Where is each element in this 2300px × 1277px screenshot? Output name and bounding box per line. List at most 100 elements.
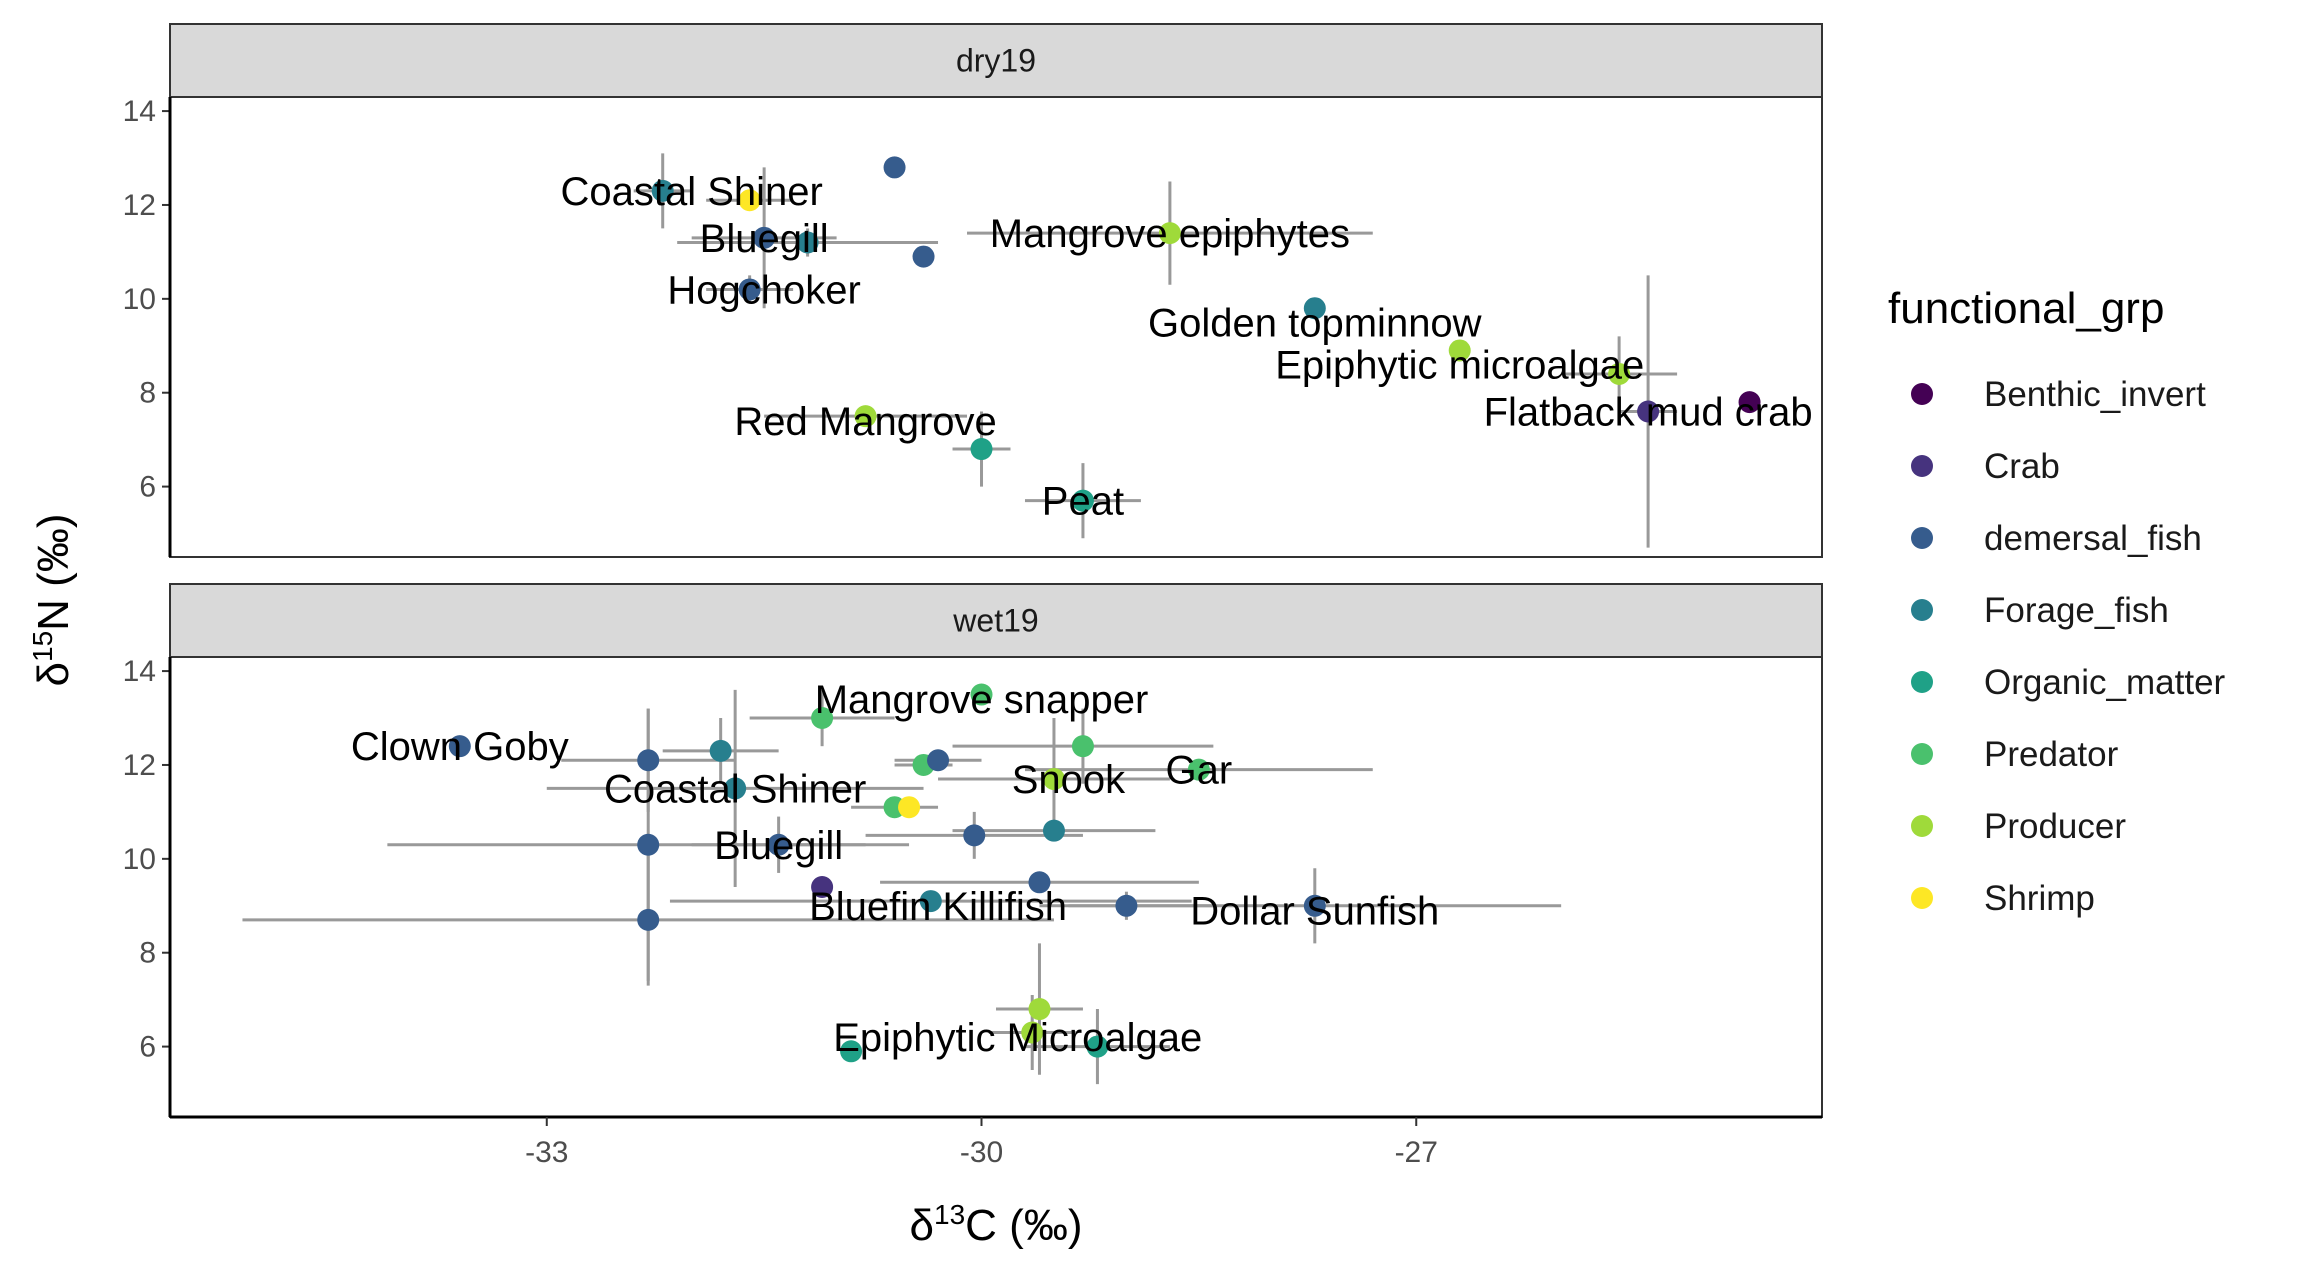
data-point <box>883 156 906 179</box>
legend-label: Shrimp <box>1984 879 2095 918</box>
data-point <box>840 1040 863 1063</box>
point-label: Snook <box>1012 758 1126 802</box>
data-point <box>854 405 877 428</box>
legend-marker <box>1911 455 1933 477</box>
strip-background <box>169 583 1823 658</box>
point-label: Gar <box>1166 749 1233 793</box>
y-tick-label: 14 <box>123 95 156 128</box>
data-point <box>1448 339 1471 362</box>
data-point <box>1071 735 1094 758</box>
point-label: Epiphytic Microalgae <box>833 1016 1202 1060</box>
data-point <box>738 189 761 212</box>
data-point <box>1608 362 1631 385</box>
data-point <box>1187 758 1210 781</box>
point-label: Red Mangrove <box>734 400 996 444</box>
point-label: Mangrove snapper <box>815 678 1149 722</box>
data-point <box>738 278 761 301</box>
y-tick-label: 12 <box>123 189 156 222</box>
legend-item: Producer <box>1911 807 2126 846</box>
data-point <box>1303 894 1326 917</box>
data-point <box>724 777 747 800</box>
x-tick-label: -30 <box>960 1136 1003 1169</box>
point-label: Golden topminnow <box>1148 301 1482 345</box>
legend-label: Forage_fish <box>1984 591 2169 630</box>
strip-label: wet19 <box>952 603 1038 639</box>
data-point <box>970 438 993 461</box>
legend-marker <box>1911 383 1933 405</box>
data-point <box>1042 768 1065 791</box>
legend-item: Forage_fish <box>1911 591 2169 630</box>
x-tick-label: -33 <box>525 1136 568 1169</box>
point-label: Mangrove epiphytes <box>990 212 1350 256</box>
data-point <box>1028 998 1051 1021</box>
legend-marker <box>1911 743 1933 765</box>
legend-marker <box>1911 527 1933 549</box>
legend-marker <box>1911 887 1933 909</box>
y-tick-label: 14 <box>123 655 156 688</box>
legend-label: Crab <box>1984 447 2060 486</box>
y-tick-label: 6 <box>139 1031 156 1064</box>
data-point <box>753 226 776 249</box>
panel-wet19: wet19 6 8 10 12 14 Clown Goby Mangrove snapper C… <box>123 583 1823 1118</box>
data-point <box>709 739 732 762</box>
legend-marker <box>1911 815 1933 837</box>
point-label: Dollar Sunfish <box>1190 889 1439 933</box>
data-point <box>1071 489 1094 512</box>
data-point <box>651 179 674 202</box>
point-label: Bluefin Killifish <box>809 885 1067 929</box>
legend-label: Producer <box>1984 807 2126 846</box>
legend-marker <box>1911 671 1933 693</box>
point-label: Bluegill <box>700 217 829 261</box>
legend-label: Organic_matter <box>1984 663 2226 702</box>
data-point <box>927 749 950 772</box>
strip-label: dry19 <box>956 43 1036 79</box>
data-point <box>1115 894 1138 917</box>
data-point <box>1021 1021 1044 1044</box>
point-label: Coastal Shiner <box>604 767 866 811</box>
x-axis-title: δ13C (‰) <box>910 1199 1083 1250</box>
legend-label: demersal_fish <box>1984 519 2202 558</box>
data-point <box>1086 1035 1109 1058</box>
legend-item: Benthic_invert <box>1911 375 2206 414</box>
data-point <box>898 796 921 819</box>
point-label: Bluegill <box>714 824 843 868</box>
data-point <box>767 833 790 856</box>
data-point <box>637 749 660 772</box>
data-point <box>448 735 471 758</box>
data-point <box>1042 819 1065 842</box>
data-point <box>970 683 993 706</box>
y-axis-title: δ15N (‰) <box>27 514 78 687</box>
legend: functional_grp Benthic_invert Crab demersal… <box>1888 284 2226 918</box>
data-point <box>963 824 986 847</box>
point-label: Peat <box>1042 480 1124 524</box>
point-label: Epiphytic microalgae <box>1275 344 1644 388</box>
panel-background <box>169 96 1823 558</box>
x-tick-label: -27 <box>1395 1136 1438 1169</box>
y-tick-label: 10 <box>123 283 156 316</box>
y-tick-label: 10 <box>123 843 156 876</box>
legend-title: functional_grp <box>1888 284 2164 333</box>
data-point <box>912 245 935 268</box>
legend-item: Predator <box>1911 735 2119 774</box>
point-label: Clown Goby <box>351 725 569 769</box>
point-label: Coastal Shiner <box>560 170 822 214</box>
y-tick-label: 8 <box>139 377 156 410</box>
data-point <box>1303 297 1326 320</box>
data-point <box>637 908 660 931</box>
data-point <box>1028 871 1051 894</box>
point-label: Flatback mud crab <box>1484 390 1813 434</box>
data-point <box>811 707 834 730</box>
data-point <box>1637 400 1660 423</box>
data-point <box>1738 391 1761 414</box>
x-axis: -33 -30 -27 <box>170 1115 1822 1169</box>
data-point <box>796 231 819 254</box>
data-point <box>919 890 942 913</box>
y-tick-label: 8 <box>139 937 156 970</box>
legend-item: Crab <box>1911 447 2060 486</box>
legend-label: Benthic_invert <box>1984 375 2206 414</box>
panel-background <box>169 656 1823 1118</box>
data-point <box>637 833 660 856</box>
strip-background <box>169 23 1823 98</box>
